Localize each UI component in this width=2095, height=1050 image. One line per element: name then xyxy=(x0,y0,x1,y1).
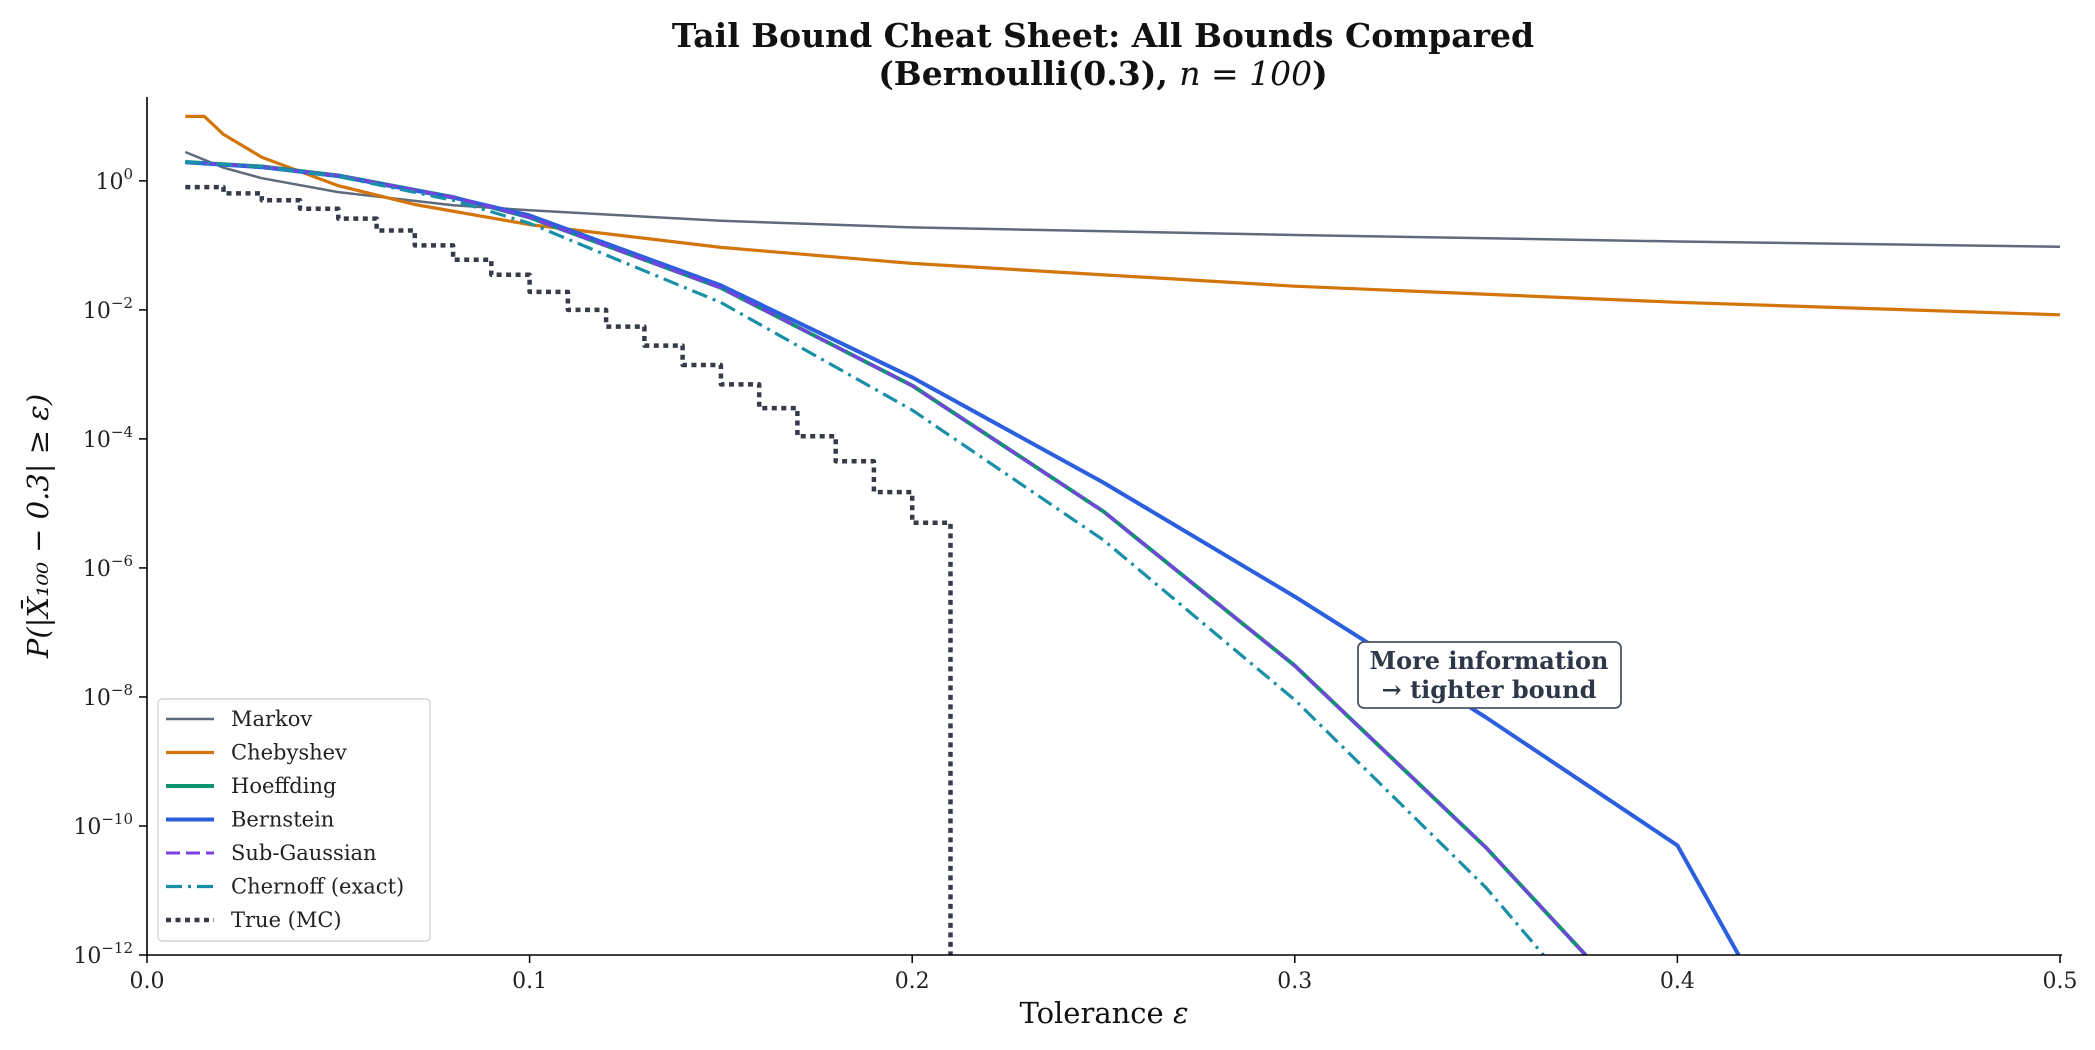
annotation-frame xyxy=(1357,641,1622,709)
legend-label: Chebyshev xyxy=(231,741,347,765)
legend-label: Bernstein xyxy=(231,808,334,832)
x-tick-label: 0.4 xyxy=(1660,969,1695,994)
x-tick-label: 0.0 xyxy=(130,969,165,994)
legend-label: Chernoff (exact) xyxy=(231,875,404,899)
series-line-chernoff-exact xyxy=(185,160,1545,955)
series-line-chebyshev xyxy=(185,114,2060,317)
annotation-line-2: → tighter bound xyxy=(1382,675,1597,704)
legend-label: Markov xyxy=(231,707,312,731)
series-line-markov xyxy=(184,150,2060,249)
legend-label: Hoeffding xyxy=(231,774,336,798)
y-tick-label: 10−4 xyxy=(83,423,133,453)
subtitle-math: n = 100 xyxy=(1179,54,1312,93)
legend-label: Sub-Gaussian xyxy=(231,841,377,865)
subtitle-prefix: (Bernoulli(0.3), xyxy=(878,54,1179,93)
x-ticks: 0.0 0.1 0.2 0.3 0.4 0.5 xyxy=(130,955,2078,994)
y-tick-label: 10−10 xyxy=(73,810,133,840)
y-tick-label: 10−2 xyxy=(83,294,133,324)
series-layer xyxy=(184,114,2060,955)
x-axis-label: Tolerance ε xyxy=(1019,996,1188,1030)
y-axis-label: P(|X̄₁₀₀ − 0.3| ≥ ε) xyxy=(20,394,55,659)
y-ticks: 100 10−2 10−4 10−6 10−8 10−10 10−12 xyxy=(73,165,147,969)
y-tick-label: 10−8 xyxy=(83,681,133,711)
legend-frame xyxy=(157,698,431,942)
chart-subtitle: (Bernoulli(0.3), n = 100) xyxy=(878,54,1328,93)
x-tick-label: 0.2 xyxy=(895,969,930,994)
y-tick-label: 100 xyxy=(95,165,133,195)
series-line-true-mc xyxy=(185,184,953,955)
chart-title: Tail Bound Cheat Sheet: All Bounds Compa… xyxy=(672,16,1534,55)
x-tick-label: 0.3 xyxy=(1277,969,1312,994)
y-tick-label: 10−12 xyxy=(73,939,133,969)
legend: Markov Chebyshev Hoeffding Bernstein Sub-Gau… xyxy=(157,698,431,942)
y-tick-label: 10−6 xyxy=(83,552,133,582)
x-tick-label: 0.1 xyxy=(512,969,547,994)
annotation-line-1: More information xyxy=(1370,646,1609,675)
legend-label: True (MC) xyxy=(231,908,342,932)
x-tick-label: 0.5 xyxy=(2043,969,2078,994)
annotation-box: More information → tighter bound xyxy=(1357,641,1622,709)
subtitle-suffix: ) xyxy=(1312,54,1328,93)
